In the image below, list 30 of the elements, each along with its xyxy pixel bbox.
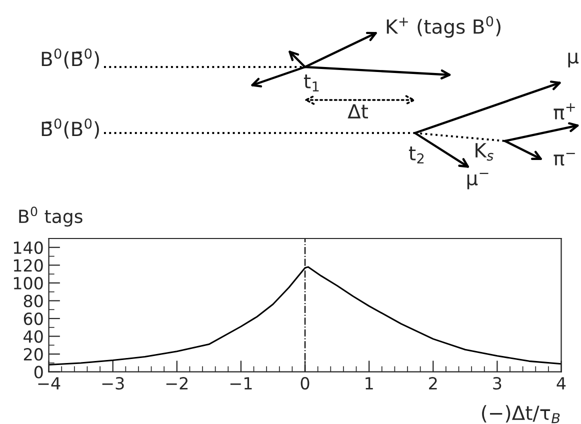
x-tick-label: −3: [102, 377, 124, 390]
y-axis-title: B$^{0}$ tags: [19, 206, 82, 227]
x-tick-label: −2: [166, 377, 188, 390]
y-tick-label: 20: [24, 348, 43, 361]
text: K$^{+}$ (tags B$^{0}$): [386, 16, 500, 38]
y-tick-label: 60: [24, 312, 43, 326]
y-tick-label: 80: [24, 294, 43, 308]
text: π$^{−}$: [554, 152, 575, 166]
x-tick-label: 3: [493, 377, 502, 390]
y-tick-label: 120: [14, 259, 43, 272]
y-tick-label: 140: [14, 241, 43, 254]
x-tick-label: 4: [556, 377, 566, 390]
x-tick-label: 1: [366, 377, 373, 390]
x-tick-label: −4: [38, 377, 60, 390]
text: t$_{2}$: [408, 146, 424, 164]
x-tick-label: 0: [300, 377, 310, 390]
x-axis-title: (−)Δt/τ$_{B}$: [482, 405, 560, 424]
text: μ$^{−}$: [467, 172, 488, 190]
text: K$_{s}$: [476, 143, 494, 161]
text: π$^{+}$: [554, 103, 575, 120]
y-tick-label: 0: [34, 366, 43, 378]
x-tick-label: 2: [429, 377, 437, 390]
text: t$_{1}$: [304, 74, 319, 92]
y-tick-label: 100: [14, 276, 43, 290]
text: μ: [568, 52, 579, 68]
text: B̄$^{0}$(B$^{0}$): [42, 118, 99, 139]
text: B$^{0}$(B̄$^{0}$): [42, 48, 99, 69]
text: Δt: [348, 104, 368, 118]
y-tick-label: 40: [24, 330, 43, 343]
x-tick-label: −1: [230, 377, 252, 390]
